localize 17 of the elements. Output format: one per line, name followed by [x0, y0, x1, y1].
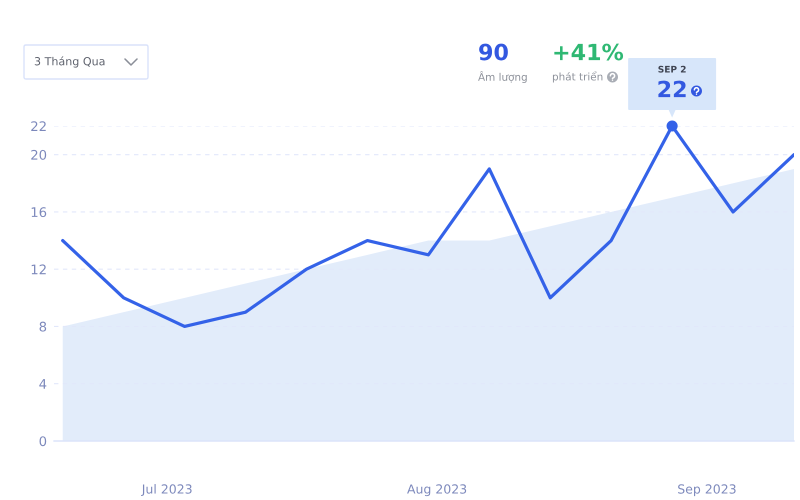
- text: phát triển: [552, 71, 602, 83]
- y-tick-label: 22: [31, 121, 46, 132]
- y-tick-label: 12: [32, 264, 46, 274]
- text: 90: [479, 44, 508, 60]
- text: +41%: [554, 44, 624, 60]
- text: SEP 2: [658, 66, 686, 73]
- y-tick-label: 20: [31, 150, 46, 160]
- y-tick-label: 0: [40, 436, 46, 446]
- x-tick-label: Aug 2023: [407, 484, 466, 496]
- y-tick-label: 16: [32, 207, 46, 218]
- x-tick-label: Sep 2023: [678, 484, 736, 496]
- text: Âm lượng: [478, 71, 527, 83]
- y-tick-label: 8: [40, 322, 46, 332]
- x-tick-label: Jul 2023: [141, 484, 192, 496]
- text: 3 Tháng Qua: [34, 56, 104, 68]
- y-tick-label: 4: [39, 379, 46, 389]
- annotation: 22: [658, 80, 686, 98]
